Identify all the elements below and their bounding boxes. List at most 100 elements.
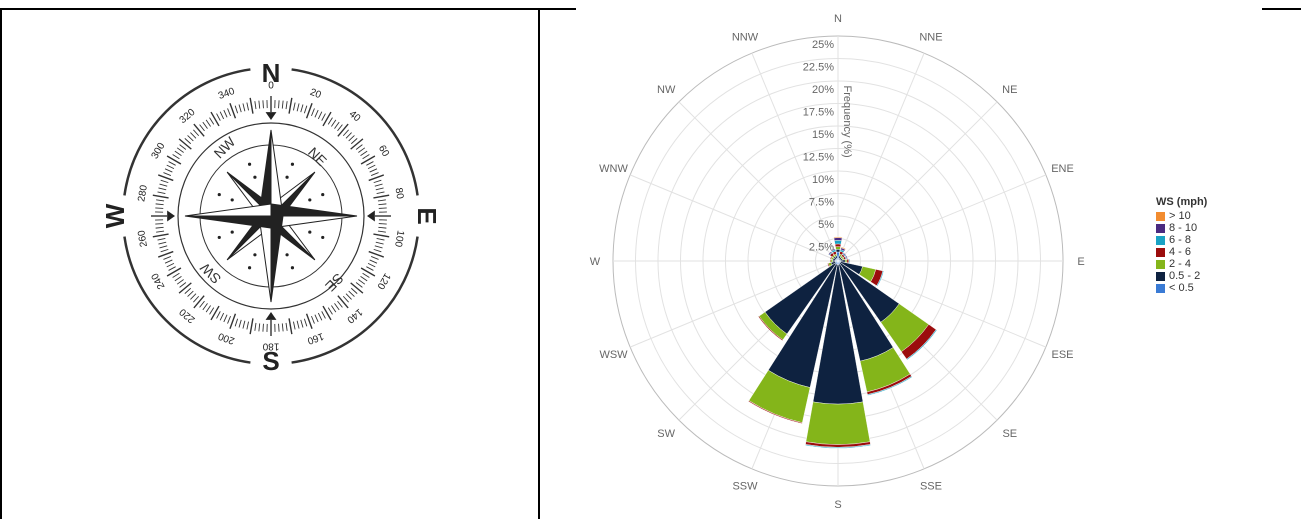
direction-label-wnw: WNW: [599, 163, 628, 175]
compass-tick: [337, 125, 342, 131]
compass-tick: [228, 108, 231, 115]
legend-swatch: [1156, 212, 1165, 221]
compass-tick: [255, 101, 256, 109]
compass-tick: [293, 103, 295, 111]
compass-tick: [334, 122, 339, 128]
radial-tick-label: 2.5%: [809, 242, 834, 254]
compass-tick: [163, 173, 170, 176]
legend-label: 0.5 - 2: [1169, 270, 1200, 282]
compass-degree-label: 320: [178, 107, 198, 126]
compass-tick: [224, 110, 227, 117]
legend-item[interactable]: 2 - 4: [1156, 258, 1207, 270]
compass-tick: [206, 306, 210, 313]
compass-tick: [331, 306, 335, 313]
compass-tick: [235, 106, 237, 114]
compass-tick: [259, 101, 260, 109]
wind-rose-bar-n: [835, 247, 840, 250]
compass-dot: [291, 163, 294, 166]
compass-tick: [210, 118, 214, 125]
wind-rose-bar-e: [845, 259, 847, 262]
compass-tick: [307, 103, 312, 118]
compass-degree-label: 60: [376, 144, 391, 160]
compass-label-sw: SW: [196, 259, 224, 287]
compass-tick: [169, 162, 176, 166]
compass-tick: [358, 279, 364, 284]
compass-tick: [210, 308, 214, 315]
compass-dot: [231, 198, 234, 201]
compass-tick: [349, 291, 355, 297]
legend-swatch: [1156, 236, 1165, 245]
compass-degree-label: 160: [305, 330, 325, 346]
compass-cardinal-w: W: [100, 203, 130, 228]
compass-tick: [173, 273, 180, 277]
compass-star-spike: [271, 130, 283, 216]
compass-degree-label: 260: [136, 229, 150, 248]
compass-tick: [161, 249, 169, 251]
compass-tick: [180, 145, 186, 150]
compass-dot: [253, 253, 256, 256]
legend-item[interactable]: 6 - 8: [1156, 234, 1207, 246]
compass-tick: [315, 315, 318, 322]
wind-rose-bar-n: [834, 240, 841, 244]
compass-tick: [158, 192, 166, 194]
compass-tick: [206, 120, 210, 127]
compass-degree-label: 340: [217, 86, 237, 102]
legend-item[interactable]: 4 - 6: [1156, 246, 1207, 258]
compass-tick: [193, 296, 198, 302]
direction-label-nne: NNE: [919, 31, 942, 43]
compass-tick: [361, 268, 375, 276]
compass-dot: [321, 193, 324, 196]
compass-tick: [373, 234, 389, 237]
compass-tick: [217, 114, 221, 121]
direction-label-nnw: NNW: [732, 31, 759, 43]
compass-tick: [358, 148, 364, 153]
compass-tick: [297, 103, 299, 111]
compass-cardinal-n: N: [262, 58, 281, 88]
compass-dot: [253, 176, 256, 179]
compass-tick: [230, 314, 235, 329]
compass-tick: [282, 323, 283, 331]
compass-tick: [304, 106, 306, 114]
wind-rose-bar-n: [834, 237, 842, 238]
compass-tick: [334, 303, 339, 309]
compass-tick: [255, 323, 256, 331]
compass-tick: [349, 135, 355, 141]
compass-tick: [165, 169, 172, 172]
compass-tick: [304, 319, 306, 327]
direction-label-sw: SW: [657, 428, 675, 440]
compass-tick: [293, 322, 295, 330]
compass-tick: [211, 306, 219, 320]
compass-tick: [158, 188, 166, 190]
compass-tick: [361, 151, 368, 155]
compass-tick: [378, 200, 386, 201]
wind-rose-bar-n: [834, 238, 842, 241]
compass-tick: [169, 267, 176, 271]
compass-tick: [239, 104, 241, 112]
compass-tick: [301, 104, 303, 112]
wind-rose-bar-s: [806, 402, 870, 445]
legend-item[interactable]: > 10: [1156, 210, 1207, 222]
radial-tick-label: 22.5%: [803, 62, 834, 74]
legend-item[interactable]: < 0.5: [1156, 282, 1207, 294]
compass-tick: [366, 162, 373, 166]
legend-item[interactable]: 8 - 10: [1156, 222, 1207, 234]
compass-tick: [351, 139, 363, 149]
compass-tick: [228, 316, 231, 323]
compass-tick: [177, 148, 183, 153]
compass-dot: [321, 236, 324, 239]
compass-tick: [376, 188, 384, 190]
compass-tick: [351, 288, 357, 293]
compass-tick: [307, 314, 312, 329]
compass-tick: [279, 324, 280, 332]
compass-tick: [190, 294, 196, 300]
radial-tick-label: 10%: [812, 174, 834, 186]
compass-tick: [338, 296, 348, 308]
compass-tick: [361, 276, 368, 280]
compass-degree-label: 20: [308, 87, 323, 101]
compass-tick: [282, 101, 283, 109]
compass-tick: [243, 321, 245, 329]
compass-tick: [322, 114, 326, 121]
wind-rose-bar-e: [849, 259, 850, 263]
legend-item[interactable]: 0.5 - 2: [1156, 270, 1207, 282]
compass-tick: [371, 256, 378, 259]
